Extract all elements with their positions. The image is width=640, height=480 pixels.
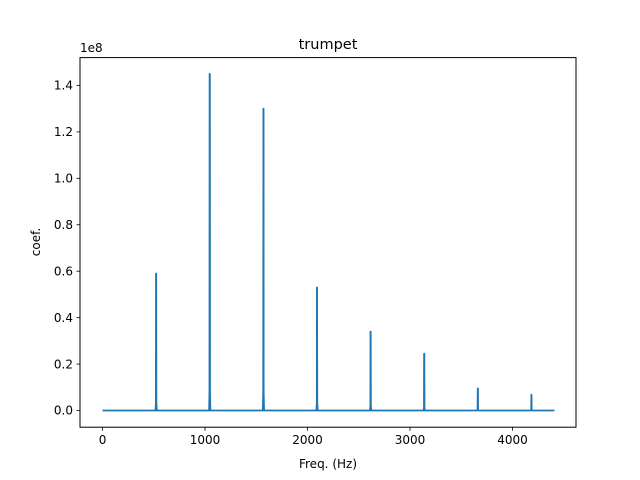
y-axis-multiplier: 1e8 [80,41,103,55]
y-tick-label: 0.8 [54,218,73,232]
x-tick-label: 1000 [190,433,221,447]
y-axis-ticks: 0.0 0.2 0.4 0.6 0.8 1.0 1.2 1.4 [54,79,80,418]
x-axis-ticks: 0 1000 2000 3000 4000 [99,427,528,447]
x-tick-label: 2000 [292,433,323,447]
y-tick-label: 1.2 [54,125,73,139]
y-tick-label: 0.4 [54,311,73,325]
y-tick-label: 1.4 [54,79,73,93]
x-axis-label: Freq. (Hz) [299,457,357,471]
chart-title: trumpet [299,37,358,53]
axes-frame [79,57,577,428]
plot-layer [102,72,555,412]
x-tick-label: 0 [99,433,107,447]
x-tick-label: 3000 [395,433,426,447]
x-tick-label: 4000 [497,433,528,447]
y-tick-label: 1.0 [54,172,73,186]
y-tick-label: 0.0 [54,404,73,418]
y-axis-label: coef. [29,228,43,257]
y-tick-label: 0.2 [54,357,73,371]
y-tick-label: 0.6 [54,264,73,278]
